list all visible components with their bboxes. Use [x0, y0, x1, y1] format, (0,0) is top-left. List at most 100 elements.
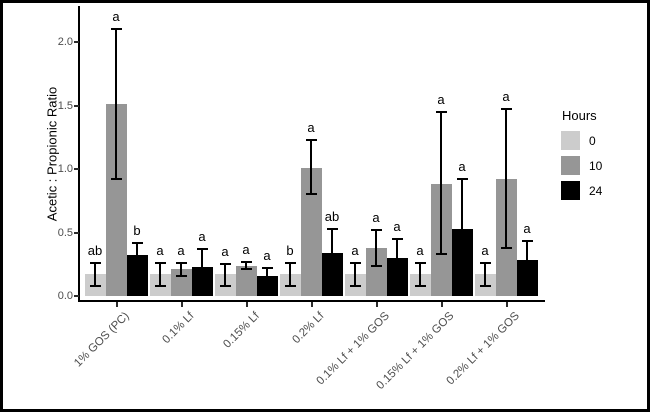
error-bar-line — [505, 109, 507, 248]
error-bar-line — [115, 29, 117, 180]
error-bar-cap-bottom — [522, 278, 533, 281]
significance-letter: a — [263, 248, 271, 264]
error-bar-cap-bottom — [501, 246, 512, 249]
error-bar-cap-bottom — [350, 284, 361, 287]
x-tick-mark — [181, 302, 183, 307]
error-bar-line — [245, 261, 247, 270]
error-bar-cap-top — [392, 237, 403, 240]
error-bar-cap-bottom — [262, 282, 273, 285]
significance-letter: a — [481, 242, 489, 258]
x-tick-mark — [246, 302, 248, 307]
error-bar-cap-top — [436, 110, 447, 113]
legend-label: 10 — [589, 158, 603, 173]
legend-label: 0 — [589, 133, 596, 148]
error-bar-line — [396, 238, 398, 279]
significance-letter: a — [523, 221, 531, 237]
bar-hour-10 — [236, 265, 257, 296]
significance-letter: a — [221, 244, 229, 260]
error-bar-cap-bottom — [327, 275, 338, 278]
significance-letter: a — [198, 229, 206, 244]
y-tick-mark — [74, 231, 79, 234]
x-axis-line — [78, 300, 545, 302]
y-tick-label: 0.5 — [57, 226, 73, 239]
significance-letter: a — [437, 91, 445, 107]
error-bar-cap-top — [415, 261, 426, 264]
legend-entry: 10 — [561, 156, 602, 175]
error-bar-cap-top — [155, 261, 166, 264]
y-tick-mark — [74, 295, 79, 297]
error-bar-cap-bottom — [90, 284, 101, 287]
x-tick-label: 0.1% Lf + 1% GOS — [314, 310, 392, 388]
y-tick-label: 1.5 — [57, 99, 73, 112]
error-bar-cap-top — [285, 261, 296, 264]
error-bar-line — [180, 262, 182, 276]
significance-letter: b — [133, 222, 141, 238]
error-bar-line — [289, 262, 291, 286]
significance-letter: ab — [87, 242, 103, 258]
error-bar-cap-bottom — [306, 193, 317, 196]
significance-letter: a — [458, 159, 466, 175]
x-tick-label: 0.15% Lf — [220, 310, 262, 351]
y-tick-label: 2.0 — [57, 36, 73, 48]
error-bar-cap-top — [90, 261, 101, 264]
legend-entry: 0 — [561, 131, 602, 150]
significance-letter: a — [242, 241, 250, 257]
error-bar-cap-top — [176, 261, 187, 264]
bar-hour-10 — [106, 104, 127, 296]
error-bar-line — [94, 262, 96, 286]
error-bar-cap-top — [241, 260, 252, 263]
error-bar-line — [331, 228, 333, 277]
error-bar-line — [354, 262, 356, 286]
x-tick-label: 0.1% Lf — [160, 310, 197, 347]
error-bar-cap-bottom — [132, 267, 143, 270]
error-bar-line — [266, 268, 268, 284]
error-bar-line — [310, 139, 312, 195]
error-bar-line — [484, 262, 486, 286]
significance-letter: a — [372, 209, 380, 225]
error-bar-line — [159, 262, 161, 286]
x-tick-mark — [441, 302, 443, 307]
error-bar-line — [224, 264, 226, 286]
error-bar-cap-top — [457, 178, 468, 181]
x-tick-mark — [506, 302, 508, 307]
bar-hour-24 — [257, 275, 278, 296]
error-bar-cap-top — [501, 108, 512, 111]
error-bar-line — [419, 262, 421, 286]
y-tick-label: 0.0 — [57, 290, 73, 302]
legend-swatch — [561, 131, 580, 150]
x-tick-mark — [376, 302, 378, 307]
legend-swatch — [561, 156, 580, 175]
bar-hour-24 — [127, 255, 148, 296]
legend-title: Hours — [562, 108, 597, 123]
error-bar-line — [440, 111, 442, 255]
error-bar-cap-bottom — [241, 268, 252, 271]
error-bar-line — [136, 242, 138, 269]
bar-hour-10 — [366, 247, 387, 296]
error-bar-cap-top — [306, 138, 317, 141]
bar-hour-10 — [301, 167, 322, 296]
error-bar-cap-bottom — [436, 253, 447, 256]
significance-letter: a — [156, 242, 164, 258]
significance-letter: ab — [324, 208, 340, 224]
error-bar-cap-top — [220, 263, 231, 266]
x-tick-mark — [116, 302, 118, 307]
error-bar-cap-bottom — [392, 277, 403, 280]
significance-letter: a — [307, 119, 315, 135]
error-bar-cap-bottom — [457, 277, 468, 280]
error-bar-cap-top — [262, 267, 273, 270]
significance-letter: a — [416, 242, 424, 258]
significance-letter: a — [177, 242, 185, 258]
significance-letter: a — [112, 9, 120, 25]
legend-swatch — [561, 181, 580, 200]
error-bar-cap-bottom — [176, 274, 187, 277]
significance-letter: a — [502, 89, 510, 105]
error-bar-cap-top — [371, 228, 382, 231]
error-bar-cap-bottom — [480, 284, 491, 287]
y-tick-mark — [74, 41, 79, 43]
error-bar-cap-top — [327, 227, 338, 230]
error-bar-line — [375, 229, 377, 266]
error-bar-line — [201, 249, 203, 284]
error-bar-cap-bottom — [111, 178, 122, 181]
y-tick-label: 1.0 — [57, 163, 73, 175]
